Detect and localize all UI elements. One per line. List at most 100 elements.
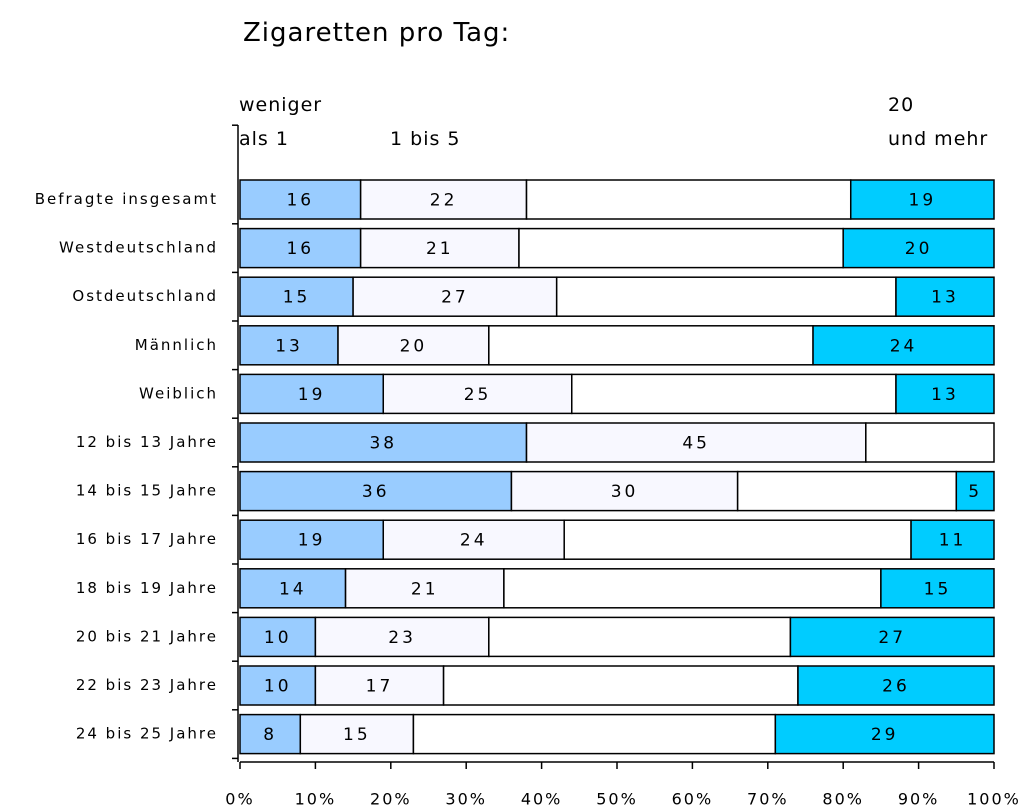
x-tick-label: 60%: [672, 790, 714, 809]
data-label: 27: [878, 628, 906, 648]
bar-segment: [382, 519, 565, 560]
data-label: 23: [388, 628, 416, 648]
bar-segment: [352, 276, 558, 317]
bar-segment: [880, 568, 995, 609]
data-label: 15: [283, 288, 311, 308]
x-tick-label: 30%: [445, 790, 487, 809]
bar-segment: [774, 713, 995, 755]
legend-label: 1 bis 5: [390, 128, 461, 150]
data-label: 11: [939, 531, 967, 551]
data-label: 16: [286, 191, 314, 211]
x-tick-label: 70%: [747, 790, 789, 809]
bar-segment: [359, 179, 528, 220]
y-tick-label: Weiblich: [139, 384, 218, 402]
data-label: 20: [905, 239, 933, 259]
bar-segment: [849, 179, 995, 220]
data-label: 45: [682, 434, 710, 454]
x-tick-label: 80%: [822, 790, 864, 809]
data-label: 27: [441, 288, 469, 308]
bar-segment: [736, 470, 958, 512]
data-label: 16: [286, 239, 314, 259]
y-tick-label: 14 bis 15 Jahre: [76, 482, 218, 500]
bar-segment: [239, 713, 302, 755]
legend-label: weniger als 1: [239, 94, 323, 150]
y-tick-label: 20 bis 21 Jahre: [76, 627, 218, 645]
legend-label: 20 und mehr: [888, 94, 989, 150]
data-label: 13: [931, 385, 959, 405]
bar-segment: [412, 713, 777, 755]
y-tick-label: 12 bis 13 Jahre: [76, 433, 218, 451]
bar-segment: [239, 568, 347, 609]
y-tick-label: 18 bis 19 Jahre: [76, 579, 218, 597]
bar-segment: [865, 422, 995, 463]
bar-segment: [910, 519, 995, 560]
bar-segment: [239, 422, 528, 463]
bar-segment: [518, 227, 844, 269]
bar-segment: [314, 665, 445, 706]
data-label: 21: [426, 239, 454, 259]
bar-segment: [525, 422, 867, 463]
y-tick-label: 22 bis 23 Jahre: [76, 676, 218, 694]
bar-segment: [525, 179, 852, 220]
bar-segment: [382, 373, 573, 415]
bar-segment: [239, 616, 317, 658]
bar-segment: [344, 568, 505, 609]
bar-segment: [555, 276, 897, 317]
data-label: 24: [890, 336, 918, 356]
bar-segment: [571, 373, 897, 415]
data-label: 20: [400, 336, 428, 356]
y-tick-label: 16 bis 17 Jahre: [76, 530, 218, 548]
data-label: 10: [264, 628, 292, 648]
y-tick-label: Westdeutschland: [59, 239, 218, 257]
x-tick-label: 0%: [225, 790, 254, 809]
bar-segment: [239, 325, 339, 366]
bar-segment: [239, 373, 385, 415]
data-label: 38: [369, 434, 397, 454]
bar-segment: [488, 616, 792, 658]
data-label: 22: [430, 191, 458, 211]
bar-segment: [812, 325, 995, 366]
data-label: 15: [924, 579, 952, 599]
bar-segment: [797, 665, 995, 706]
x-tick-label: 40%: [521, 790, 563, 809]
bar-segment: [442, 665, 799, 706]
bar-segment: [895, 276, 995, 317]
x-tick-label: 100%: [967, 790, 1021, 809]
y-tick-label: Befragte insgesamt: [35, 190, 218, 208]
bar-segment: [488, 325, 814, 366]
data-label: 17: [366, 677, 394, 697]
x-tick-label: 10%: [295, 790, 337, 809]
x-tick-label: 50%: [596, 790, 638, 809]
bar-segment: [842, 227, 995, 269]
data-label: 19: [298, 385, 326, 405]
data-label: 19: [298, 531, 326, 551]
chart-title: Zigaretten pro Tag:: [243, 18, 511, 48]
data-label: 13: [275, 336, 303, 356]
y-tick-label: 24 bis 25 Jahre: [76, 725, 218, 743]
data-label: 10: [264, 677, 292, 697]
data-label: 15: [343, 725, 371, 745]
data-label: 24: [460, 531, 488, 551]
bar-segment: [503, 568, 882, 609]
data-label: 21: [411, 579, 439, 599]
bar-segment: [955, 470, 995, 512]
data-label: 26: [882, 677, 910, 697]
bar-segment: [789, 616, 995, 658]
bar-segment: [239, 227, 362, 269]
data-label: 8: [263, 725, 277, 745]
bar-segment: [895, 373, 995, 415]
data-label: 13: [931, 288, 959, 308]
bar-segment: [510, 470, 739, 512]
data-label: 5: [968, 482, 982, 502]
bar-segment: [239, 519, 385, 560]
bar-segment: [239, 470, 513, 512]
data-label: 36: [362, 482, 390, 502]
data-label: 30: [611, 482, 639, 502]
x-tick-label: 20%: [370, 790, 412, 809]
y-tick-label: Männlich: [135, 336, 218, 354]
data-label: 19: [909, 191, 937, 211]
y-tick-label: Ostdeutschland: [72, 287, 218, 305]
bar-segment: [563, 519, 912, 560]
